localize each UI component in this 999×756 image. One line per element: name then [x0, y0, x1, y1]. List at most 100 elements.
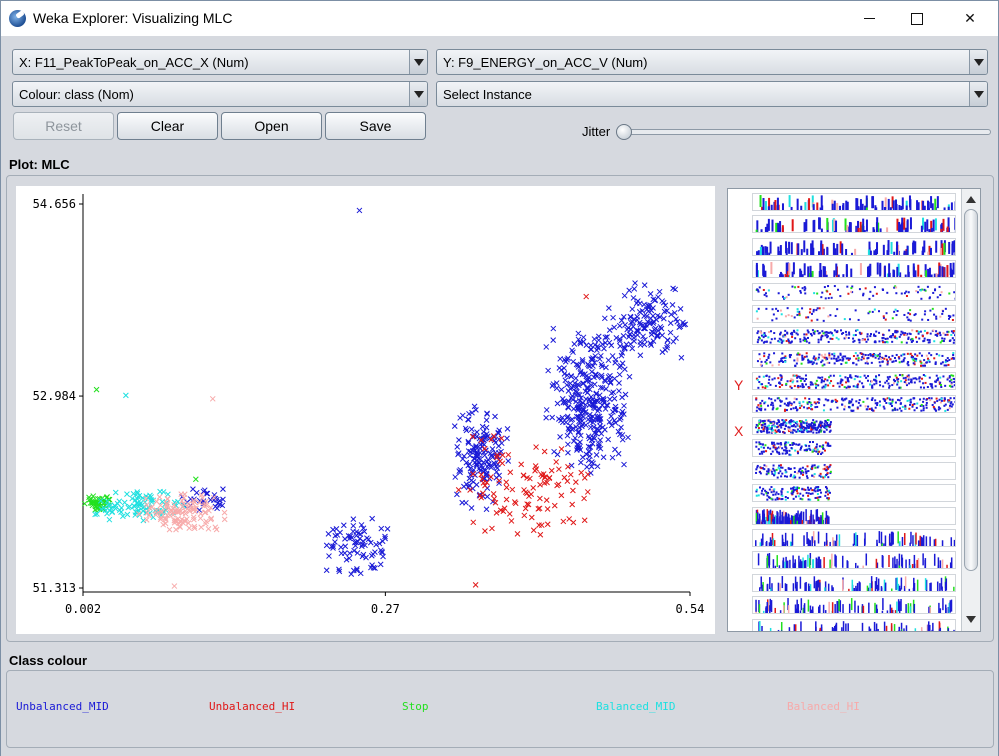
data-point-unbalanced-mid[interactable] [376, 540, 383, 547]
data-point-balanced-hi[interactable] [186, 525, 193, 531]
data-point-unbalanced-mid[interactable] [351, 539, 358, 546]
data-point-unbalanced-hi[interactable] [509, 486, 516, 493]
data-point-unbalanced-mid[interactable] [593, 371, 599, 378]
data-point-unbalanced-hi[interactable] [489, 525, 495, 532]
data-point-unbalanced-mid[interactable] [584, 389, 591, 396]
data-point-unbalanced-mid[interactable] [468, 505, 475, 511]
data-point-unbalanced-mid[interactable] [356, 207, 363, 214]
data-point-unbalanced-mid[interactable] [629, 306, 636, 312]
data-point-unbalanced-mid[interactable] [350, 522, 357, 529]
data-point-unbalanced-mid[interactable] [612, 359, 619, 366]
data-point-unbalanced-hi[interactable] [578, 469, 585, 476]
data-point-balanced-hi[interactable] [191, 523, 198, 530]
data-point-unbalanced-mid[interactable] [605, 357, 612, 364]
data-point-unbalanced-hi[interactable] [507, 469, 514, 476]
data-point-balanced-hi[interactable] [135, 511, 142, 517]
data-point-balanced-hi[interactable] [198, 524, 205, 531]
data-point-unbalanced-mid[interactable] [624, 326, 631, 333]
data-point-unbalanced-mid[interactable] [569, 393, 576, 399]
data-point-balanced-hi[interactable] [166, 526, 173, 533]
data-point-balanced-mid[interactable] [106, 516, 113, 523]
data-point-unbalanced-mid[interactable] [579, 358, 586, 365]
data-point-unbalanced-mid[interactable] [477, 491, 483, 498]
data-point-unbalanced-mid[interactable] [483, 506, 490, 513]
data-point-stop[interactable] [89, 500, 95, 507]
data-point-unbalanced-mid[interactable] [586, 386, 593, 393]
data-point-unbalanced-mid[interactable] [607, 376, 613, 383]
attribute-strip[interactable] [752, 461, 956, 480]
data-point-unbalanced-hi[interactable] [535, 505, 542, 512]
data-point-balanced-hi[interactable] [199, 495, 206, 501]
data-point-unbalanced-mid[interactable] [550, 337, 557, 343]
data-point-balanced-hi[interactable] [207, 516, 214, 523]
data-point-unbalanced-mid[interactable] [337, 529, 343, 536]
data-point-unbalanced-mid[interactable] [629, 319, 636, 325]
data-point-unbalanced-hi[interactable] [480, 480, 487, 486]
data-point-unbalanced-mid[interactable] [562, 399, 569, 406]
data-point-unbalanced-hi[interactable] [537, 481, 543, 488]
save-button[interactable]: Save [325, 112, 426, 140]
attribute-strip[interactable] [752, 349, 956, 368]
data-point-unbalanced-mid[interactable] [549, 414, 556, 421]
data-point-unbalanced-hi[interactable] [581, 474, 588, 481]
data-point-unbalanced-mid[interactable] [640, 333, 646, 340]
data-point-unbalanced-mid[interactable] [567, 385, 574, 392]
data-point-unbalanced-hi[interactable] [569, 501, 576, 508]
data-point-unbalanced-mid[interactable] [489, 446, 496, 452]
y-axis-select[interactable]: Y: F9_ENERGY_on_ACC_V (Num) [436, 49, 988, 75]
data-point-unbalanced-mid[interactable] [597, 384, 604, 391]
data-point-unbalanced-mid[interactable] [648, 342, 654, 349]
data-point-unbalanced-mid[interactable] [601, 315, 608, 322]
data-point-unbalanced-hi[interactable] [546, 474, 553, 481]
data-point-unbalanced-mid[interactable] [553, 385, 560, 392]
data-point-balanced-mid[interactable] [134, 490, 141, 497]
data-point-balanced-hi[interactable] [163, 500, 170, 507]
data-point-unbalanced-hi[interactable] [583, 293, 590, 300]
data-point-unbalanced-mid[interactable] [587, 342, 594, 349]
data-point-unbalanced-hi[interactable] [553, 459, 560, 465]
data-point-unbalanced-mid[interactable] [627, 341, 634, 347]
data-point-unbalanced-mid[interactable] [593, 452, 600, 458]
data-point-unbalanced-hi[interactable] [503, 479, 510, 486]
data-point-balanced-hi[interactable] [153, 498, 160, 505]
data-point-unbalanced-mid[interactable] [551, 448, 557, 455]
data-point-unbalanced-mid[interactable] [639, 308, 646, 314]
data-point-unbalanced-mid[interactable] [627, 331, 633, 338]
data-point-unbalanced-mid[interactable] [606, 396, 613, 403]
jitter-slider-thumb[interactable] [616, 124, 632, 140]
data-point-unbalanced-hi[interactable] [525, 501, 532, 508]
data-point-balanced-mid[interactable] [97, 498, 104, 504]
data-point-balanced-hi[interactable] [206, 507, 212, 514]
data-point-unbalanced-mid[interactable] [359, 543, 365, 550]
data-point-unbalanced-mid[interactable] [494, 453, 500, 460]
data-point-unbalanced-mid[interactable] [382, 533, 388, 540]
data-point-unbalanced-mid[interactable] [650, 338, 657, 345]
data-point-unbalanced-mid[interactable] [625, 434, 631, 441]
data-point-unbalanced-mid[interactable] [611, 395, 618, 402]
attribute-strip[interactable] [752, 237, 956, 256]
data-point-unbalanced-mid[interactable] [626, 287, 633, 294]
data-point-unbalanced-mid[interactable] [591, 336, 598, 342]
chevron-down-icon[interactable] [409, 82, 427, 106]
data-point-unbalanced-mid[interactable] [554, 400, 561, 407]
data-point-balanced-mid[interactable] [104, 498, 111, 505]
data-point-balanced-mid[interactable] [157, 488, 163, 495]
data-point-unbalanced-mid[interactable] [465, 440, 472, 446]
data-point-balanced-mid[interactable] [137, 500, 144, 507]
data-point-unbalanced-mid[interactable] [637, 321, 644, 328]
data-point-unbalanced-mid[interactable] [590, 460, 596, 467]
data-point-unbalanced-mid[interactable] [358, 522, 365, 528]
data-point-unbalanced-hi[interactable] [514, 531, 521, 537]
data-point-unbalanced-mid[interactable] [583, 422, 589, 428]
data-point-unbalanced-mid[interactable] [592, 353, 599, 359]
close-icon[interactable]: ✕ [964, 10, 976, 27]
data-point-unbalanced-mid[interactable] [330, 526, 336, 533]
data-point-unbalanced-hi[interactable] [570, 487, 576, 494]
data-point-balanced-mid[interactable] [129, 495, 136, 502]
data-point-balanced-mid[interactable] [92, 511, 98, 518]
data-point-unbalanced-mid[interactable] [469, 485, 476, 492]
data-point-unbalanced-hi[interactable] [533, 444, 539, 450]
data-point-unbalanced-hi[interactable] [524, 501, 531, 507]
data-point-unbalanced-mid[interactable] [451, 423, 458, 429]
data-point-unbalanced-mid[interactable] [593, 347, 600, 354]
